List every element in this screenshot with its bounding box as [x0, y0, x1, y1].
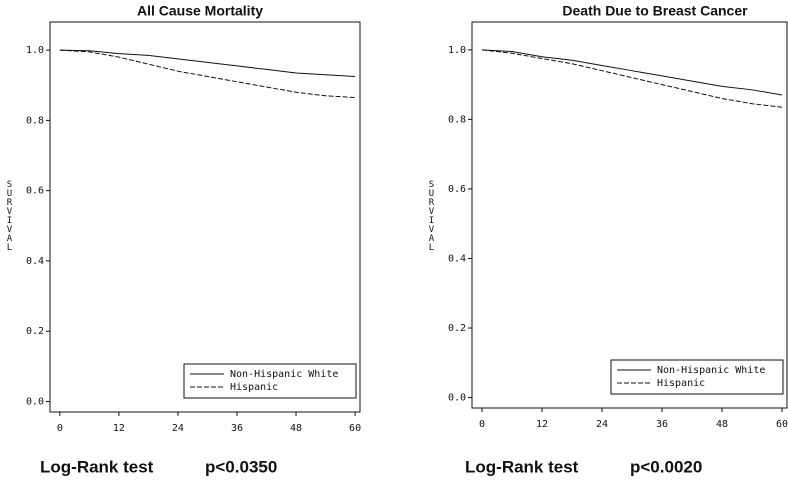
y-axis-label: SURVIVAL — [5, 180, 15, 252]
chart-title: Death Due to Breast Cancer — [562, 3, 748, 19]
y-tick-label: 0.8 — [26, 115, 44, 126]
x-tick-label: 24 — [172, 423, 184, 434]
legend-label: Non-Hispanic White — [657, 365, 765, 376]
x-tick-label: 60 — [349, 423, 361, 434]
y-tick-label: 0.2 — [26, 326, 44, 337]
x-tick-label: 12 — [536, 419, 548, 430]
y-tick-label: 0.2 — [448, 323, 466, 334]
legend-box — [183, 363, 357, 399]
survival-line — [481, 49, 783, 96]
legend-label: Non-Hispanic White — [230, 369, 338, 380]
y-tick-label: 0.8 — [448, 114, 466, 125]
y-tick-label: 0.0 — [26, 396, 44, 407]
y-tick-label: 0.4 — [26, 256, 44, 267]
x-tick-label: 48 — [716, 419, 728, 430]
plot-frame — [471, 21, 788, 409]
x-tick-label: 0 — [57, 423, 63, 434]
y-tick-label: 1.0 — [26, 45, 44, 56]
y-tick-label: 1.0 — [448, 45, 466, 56]
x-tick-label: 36 — [656, 419, 668, 430]
x-tick-label: 48 — [290, 423, 302, 434]
x-tick-label: 24 — [596, 419, 608, 430]
x-tick-label: 60 — [776, 419, 788, 430]
x-tick-label: 36 — [231, 423, 243, 434]
y-tick-label: 0.6 — [26, 186, 44, 197]
y-tick-label: 0.6 — [448, 184, 466, 195]
footer-text: Log-Rank test — [465, 457, 579, 476]
y-axis-label: SURVIVAL — [427, 180, 437, 252]
y-tick-label: 0.4 — [448, 253, 466, 264]
footer-text: Log-Rank test — [40, 457, 154, 476]
legend-label: Hispanic — [657, 378, 705, 389]
footer-text: p<0.0350 — [205, 457, 277, 476]
survival-line — [481, 49, 783, 108]
x-tick-label: 12 — [113, 423, 125, 434]
x-tick-label: 0 — [479, 419, 485, 430]
legend-box — [610, 359, 784, 395]
chart-title: All Cause Mortality — [137, 3, 263, 19]
plot-frame — [49, 21, 361, 413]
survival-line — [59, 49, 356, 99]
y-tick-label: 0.0 — [448, 393, 466, 404]
legend-label: Hispanic — [230, 382, 278, 393]
survival-line — [59, 49, 356, 77]
footer-text: p<0.0020 — [630, 457, 702, 476]
